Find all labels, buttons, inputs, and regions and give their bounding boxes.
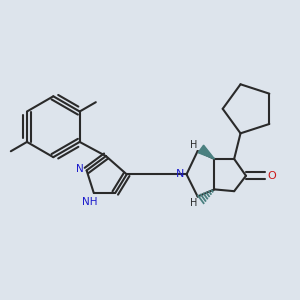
Text: N: N xyxy=(76,164,83,174)
Text: O: O xyxy=(267,171,276,181)
Text: N: N xyxy=(176,169,184,179)
Text: NH: NH xyxy=(82,197,98,207)
Polygon shape xyxy=(198,145,214,159)
Text: H: H xyxy=(190,198,197,208)
Text: H: H xyxy=(190,140,197,150)
